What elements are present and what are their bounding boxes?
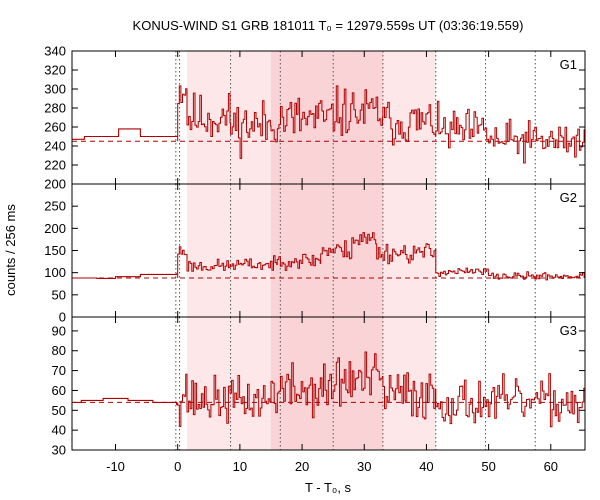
x-axis-ticks: -10 0 10 20 30 40 50 60: [106, 459, 558, 474]
y-tick-label: 220: [44, 158, 66, 173]
x-axis-title: T - T₀, s: [305, 480, 352, 495]
y-tick-label: 70: [52, 363, 66, 378]
pre-trigger-lightcurve: [72, 397, 178, 405]
y-tick-label: 0: [59, 310, 66, 325]
panel-label-g3: G3: [560, 323, 577, 338]
panel-g3: 30 40 50 60 70 80 90 G3: [52, 316, 586, 458]
x-tick-label: 60: [544, 459, 558, 474]
panel-frame: [71, 316, 586, 451]
y-tick-label: 260: [44, 120, 66, 135]
x-tick-label: 10: [233, 459, 247, 474]
panels-group: 200 220 240 260 280 300 320 340 G1 0 50 100 150 200 25…: [44, 44, 586, 458]
x-tick-label: 0: [174, 459, 181, 474]
x-tick-label: 30: [357, 459, 371, 474]
pre-trigger-lightcurve: [72, 128, 178, 140]
y-tick-label: 300: [44, 82, 66, 97]
y-tick-label: 150: [44, 243, 66, 258]
panel-g1: 200 220 240 260 280 300 320 340 G1: [44, 44, 586, 192]
pre-trigger-lightcurve: [72, 273, 178, 279]
y-tick-label: 80: [52, 343, 66, 358]
y-tick-label: 320: [44, 63, 66, 78]
panel-label-g1: G1: [560, 57, 577, 72]
y-tick-label: 340: [44, 44, 66, 59]
y-tick-label: 200: [44, 221, 66, 236]
shaded-interval-dark: [270, 317, 383, 450]
y-axis-title: counts / 256 ms: [3, 204, 18, 296]
lightcurve-series: [177, 232, 585, 281]
lightcurve-series: [177, 85, 585, 164]
y-tick-label: 100: [44, 265, 66, 280]
x-tick-label: -10: [106, 459, 125, 474]
x-tick-label: 40: [419, 459, 433, 474]
panel-label-g2: G2: [560, 190, 577, 205]
y-tick-label: 60: [52, 383, 66, 398]
y-tick-label: 90: [52, 323, 66, 338]
x-tick-label: 50: [481, 459, 495, 474]
y-tick-label: 200: [44, 177, 66, 192]
chart-title: KONUS-WIND S1 GRB 181011 T₀ = 12979.559s…: [133, 18, 524, 33]
lightcurve-series: [177, 351, 585, 428]
y-tick-label: 40: [52, 423, 66, 438]
y-tick-label: 280: [44, 101, 66, 116]
y-tick-label: 250: [44, 199, 66, 214]
y-tick-label: 50: [52, 403, 66, 418]
y-tick-label: 240: [44, 139, 66, 154]
panel-g2: 0 50 100 150 200 250 G2: [44, 183, 586, 325]
y-tick-label: 50: [52, 287, 66, 302]
y-tick-label: 30: [52, 443, 66, 458]
x-tick-label: 20: [295, 459, 309, 474]
